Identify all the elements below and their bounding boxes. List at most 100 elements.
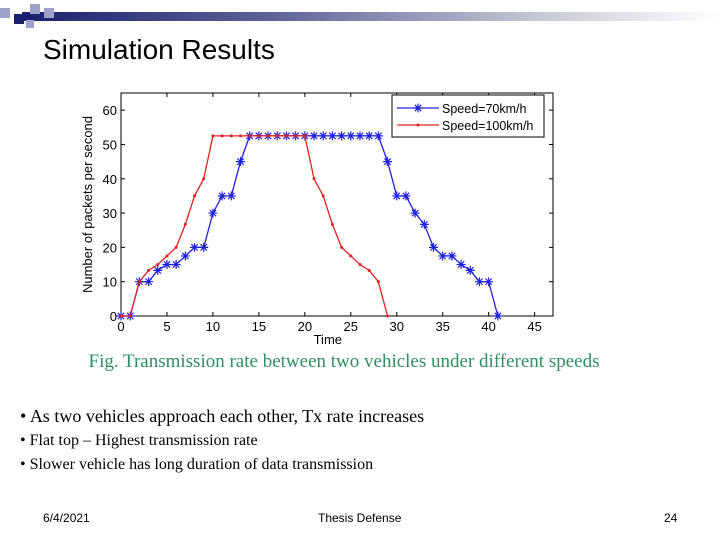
data-point: [162, 260, 172, 270]
x-tick-label: 45: [527, 319, 541, 334]
data-point: [438, 251, 448, 261]
y-tick-label: 10: [103, 275, 117, 290]
decor-square: [44, 8, 54, 18]
data-point: [401, 191, 411, 201]
page-number: 24: [664, 511, 678, 525]
data-point: [349, 254, 353, 258]
data-point: [220, 134, 224, 138]
data-point: [147, 268, 151, 272]
slide-title: Simulation Results: [43, 34, 275, 65]
data-point: [327, 131, 337, 141]
data-point: [119, 314, 123, 318]
data-point: [493, 311, 503, 321]
data-point: [346, 131, 356, 141]
data-point: [211, 134, 215, 138]
data-point: [171, 260, 181, 270]
data-point: [456, 260, 466, 270]
x-tick-label: 30: [390, 319, 404, 334]
y-tick-label: 0: [110, 309, 117, 324]
decor-square: [14, 14, 24, 24]
data-point: [373, 131, 383, 141]
legend: [391, 94, 545, 138]
decor-square: [0, 8, 10, 18]
data-point: [202, 177, 206, 181]
series-line: [121, 135, 389, 317]
data-point: [199, 242, 209, 252]
decor-square: [26, 20, 34, 28]
data-point: [447, 251, 457, 261]
x-tick-label: 10: [206, 319, 220, 334]
data-point: [180, 251, 190, 261]
data-point: [474, 277, 484, 287]
data-point: [340, 245, 344, 249]
header-banner: [22, 12, 720, 21]
data-point: [165, 254, 169, 258]
legend-marker: [413, 103, 423, 113]
legend-marker: [416, 123, 420, 127]
x-tick-label: 5: [163, 319, 170, 334]
legend-label: Speed=100km/h: [442, 119, 533, 133]
bullet-1: • As two vehicles approach each other, T…: [20, 406, 425, 426]
data-point: [419, 219, 429, 229]
x-tick-label: 35: [435, 319, 449, 334]
bullet-3: • Slower vehicle has long duration of da…: [20, 456, 374, 473]
data-point: [358, 263, 362, 267]
data-point: [383, 157, 393, 167]
bullet-text: Flat top – Highest transmission rate: [29, 432, 258, 449]
data-point: [248, 134, 252, 138]
data-point: [208, 208, 218, 218]
data-point: [229, 134, 233, 138]
data-point: [266, 134, 270, 138]
data-point: [330, 222, 334, 226]
x-tick-label: 20: [298, 319, 312, 334]
data-point: [193, 194, 197, 198]
data-point: [484, 277, 494, 287]
data-point: [376, 280, 380, 284]
y-tick-label: 60: [103, 103, 117, 118]
legend-label: Speed=70km/h: [442, 102, 526, 116]
data-point: [156, 263, 160, 267]
data-point: [386, 314, 390, 318]
data-point: [238, 134, 242, 138]
data-point: [235, 157, 245, 167]
data-point: [144, 277, 154, 287]
y-axis-label: Number of packets per second: [80, 116, 95, 293]
bullet-text: As two vehicles approach each other, Tx …: [29, 406, 425, 426]
y-tick-label: 40: [103, 172, 117, 187]
x-tick-label: 15: [252, 319, 266, 334]
data-point: [355, 131, 365, 141]
x-axis-label: Time: [314, 332, 342, 347]
footer-title: Thesis Defense: [318, 511, 402, 525]
data-point: [364, 131, 374, 141]
figure-caption: Fig. Transmission rate between two vehic…: [88, 351, 600, 372]
y-tick-label: 30: [103, 206, 117, 221]
data-point: [284, 134, 288, 138]
x-tick-label: 25: [344, 319, 358, 334]
data-point: [367, 268, 371, 272]
data-point: [226, 191, 236, 201]
data-point: [318, 131, 328, 141]
data-point: [312, 177, 316, 181]
data-point: [309, 131, 319, 141]
x-tick-label: 40: [481, 319, 495, 334]
data-point: [257, 134, 261, 138]
data-point: [429, 242, 439, 252]
x-tick-label: 0: [117, 319, 124, 334]
data-point: [303, 134, 307, 138]
data-point: [294, 134, 298, 138]
bullet-2: • Flat top – Highest transmission rate: [20, 432, 258, 449]
data-point: [183, 222, 187, 226]
data-point: [190, 242, 200, 252]
data-point: [392, 191, 402, 201]
bullet-text: Slower vehicle has long duration of data…: [29, 456, 374, 473]
data-point: [465, 265, 475, 275]
data-point: [275, 134, 279, 138]
data-point: [217, 191, 227, 201]
data-point: [137, 280, 141, 284]
data-point: [337, 131, 347, 141]
footer-date: 6/4/2021: [43, 511, 90, 525]
y-tick-label: 50: [103, 137, 117, 152]
data-point: [153, 265, 163, 275]
data-point: [410, 208, 420, 218]
